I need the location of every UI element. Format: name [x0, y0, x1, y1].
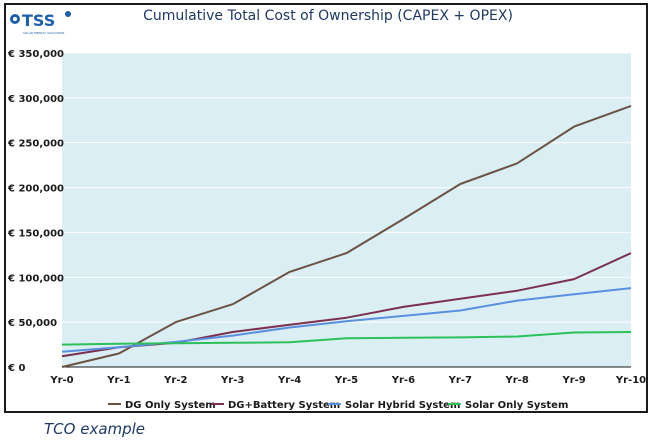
- series-lines: [61, 104, 632, 368]
- y-tick-label: € 50,000: [7, 318, 57, 329]
- x-tick-label: Yr-5: [334, 375, 358, 386]
- x-axis: Yr-0 Yr-1 Yr-2 Yr-3 Yr-4 Yr-5 Yr-6 Yr-7 Yr-8 Yr-9…: [49, 366, 646, 386]
- y-tick-label: € 250,000: [7, 139, 64, 150]
- series-line-dg-only-system: [61, 104, 632, 368]
- x-tick-label: Yr-2: [163, 375, 187, 386]
- x-tick-label: Yr-1: [106, 375, 130, 386]
- chart-title: Cumulative Total Cost of Ownership (CAPE…: [143, 8, 513, 24]
- x-tick-label: Yr-0: [49, 375, 73, 386]
- plot-background: [62, 53, 631, 367]
- legend-label: Solar Only System: [465, 400, 568, 411]
- logo-text: TSS: [22, 11, 55, 30]
- logo-tagline: SOLAR ENERGY SOLUTIONS: [23, 31, 64, 35]
- y-axis: € 0 € 50,000 € 100,000 € 150,000 € 200,000 € …: [7, 49, 64, 374]
- y-tick-label: € 150,000: [7, 228, 64, 239]
- x-tick-label: Yr-4: [277, 375, 301, 386]
- legend-label: Solar Hybrid System: [345, 400, 460, 411]
- figure-caption: TCO example: [44, 420, 146, 438]
- x-tick-label: Yr-8: [505, 375, 529, 386]
- y-tick-label: € 300,000: [7, 94, 64, 105]
- y-tick-label: € 200,000: [7, 184, 64, 195]
- x-tick-label: Yr-9: [561, 375, 585, 386]
- legend-label: DG+Battery System: [228, 400, 340, 411]
- x-tick-label: Yr-3: [220, 375, 244, 386]
- legend: DG Only System DG+Battery System Solar Hyb…: [108, 400, 568, 411]
- x-tick-label: Yr-7: [448, 375, 472, 386]
- company-logo: TSS SOLAR ENERGY SOLUTIONS: [10, 11, 71, 35]
- x-tick-label: Yr-6: [391, 375, 415, 386]
- x-tick-label: Yr-10: [615, 375, 646, 386]
- y-tick-label: € 100,000: [7, 273, 64, 284]
- series-line-solar-only-system: [61, 331, 632, 346]
- y-tick-label: € 350,000: [7, 49, 64, 60]
- legend-label: DG Only System: [125, 400, 216, 411]
- y-tick-label: € 0: [7, 363, 25, 374]
